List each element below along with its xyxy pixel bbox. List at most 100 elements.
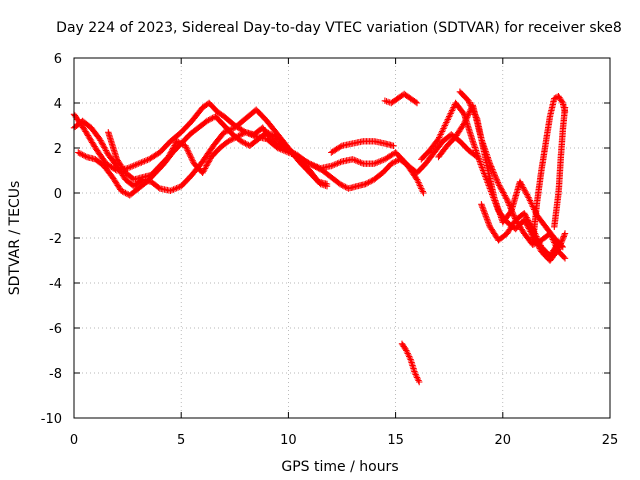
- data-point: [127, 163, 134, 171]
- data-point: [232, 134, 239, 141]
- y-tick-label: 0: [54, 187, 62, 202]
- data-point: [444, 116, 451, 123]
- data-point: [561, 104, 569, 111]
- data-point: [503, 196, 511, 203]
- data-point: [171, 185, 179, 192]
- data-point: [441, 122, 449, 129]
- data-point: [461, 120, 468, 127]
- data-point: [491, 172, 498, 179]
- data-point: [339, 182, 346, 189]
- data-point: [510, 212, 517, 219]
- data-point: [463, 114, 471, 121]
- data-point: [523, 190, 530, 197]
- data-point: [129, 163, 136, 170]
- data-point: [242, 140, 249, 147]
- data-point: [120, 189, 128, 196]
- data-point: [372, 159, 379, 167]
- data-point: [445, 114, 452, 122]
- data-point: [365, 179, 372, 186]
- data-point: [175, 138, 182, 146]
- data-point: [478, 202, 486, 209]
- data-point: [560, 233, 567, 240]
- data-point: [440, 125, 447, 132]
- data-point: [483, 214, 490, 221]
- data-point: [523, 214, 530, 221]
- data-point: [229, 135, 236, 143]
- series-track-5: [276, 131, 481, 192]
- data-point: [208, 115, 215, 122]
- data-point: [102, 147, 110, 154]
- data-point: [220, 129, 228, 136]
- data-point: [182, 142, 189, 149]
- data-point: [494, 177, 501, 185]
- data-point: [136, 159, 144, 167]
- data-point: [438, 128, 446, 135]
- data-point: [328, 162, 335, 170]
- x-tick-label: 20: [495, 433, 512, 448]
- x-axis-label: GPS time / hours: [281, 459, 398, 475]
- data-point: [443, 119, 450, 126]
- data-point: [239, 138, 246, 146]
- chart-title: Day 224 of 2023, Sidereal Day-to-day VTE…: [56, 20, 622, 36]
- data-point: [238, 131, 245, 138]
- data-point: [412, 371, 419, 378]
- data-point: [525, 194, 532, 201]
- data-point: [416, 378, 423, 386]
- data-point: [336, 180, 344, 188]
- data-point: [520, 185, 528, 193]
- data-point: [238, 138, 245, 145]
- data-point: [205, 117, 212, 124]
- data-point: [155, 184, 162, 191]
- axis-ticks: 0 5 10 15 20 25 -10 -8 -6 -4 -2 0 2 4 6: [41, 52, 619, 448]
- data-point: [500, 189, 507, 196]
- x-tick-label: 10: [280, 433, 297, 448]
- data-point: [119, 188, 126, 195]
- data-point: [439, 126, 446, 134]
- data-point: [368, 177, 375, 185]
- data-point: [505, 199, 512, 206]
- data-point: [230, 135, 238, 142]
- data-point: [406, 353, 413, 360]
- y-tick-label: -4: [49, 277, 62, 292]
- data-point: [233, 133, 241, 140]
- data-point: [480, 207, 487, 214]
- data-point: [519, 184, 527, 191]
- data-point: [290, 150, 298, 157]
- y-tick-label: 6: [54, 52, 62, 67]
- data-point: [132, 161, 139, 169]
- data-point: [405, 351, 412, 359]
- data-point: [536, 239, 543, 246]
- data-point: [329, 162, 336, 169]
- data-point: [168, 148, 175, 155]
- data-point: [446, 111, 454, 119]
- data-point: [470, 139, 477, 146]
- data-point: [524, 192, 531, 200]
- data-point: [357, 159, 364, 166]
- data-point: [389, 159, 396, 167]
- data-point: [558, 98, 566, 105]
- data-point: [485, 220, 492, 227]
- data-point: [403, 348, 411, 356]
- data-point: [448, 108, 455, 116]
- data-point: [561, 230, 569, 237]
- data-point: [188, 154, 195, 161]
- data-point: [305, 159, 312, 167]
- data-point: [362, 180, 369, 188]
- data-point: [403, 347, 410, 354]
- data-point: [460, 121, 467, 128]
- data-point: [561, 255, 569, 262]
- data-point: [413, 99, 421, 107]
- data-point: [79, 151, 86, 158]
- data-point: [337, 143, 344, 150]
- data-point: [178, 140, 185, 147]
- data-point: [206, 116, 213, 123]
- data-point: [351, 156, 358, 164]
- data-point: [98, 140, 106, 147]
- data-point: [420, 189, 427, 197]
- data-point: [203, 117, 211, 125]
- series-track-4: [105, 124, 283, 183]
- data-point: [463, 115, 470, 122]
- data-point: [554, 240, 561, 248]
- data-point: [415, 377, 422, 384]
- data-point: [332, 160, 340, 168]
